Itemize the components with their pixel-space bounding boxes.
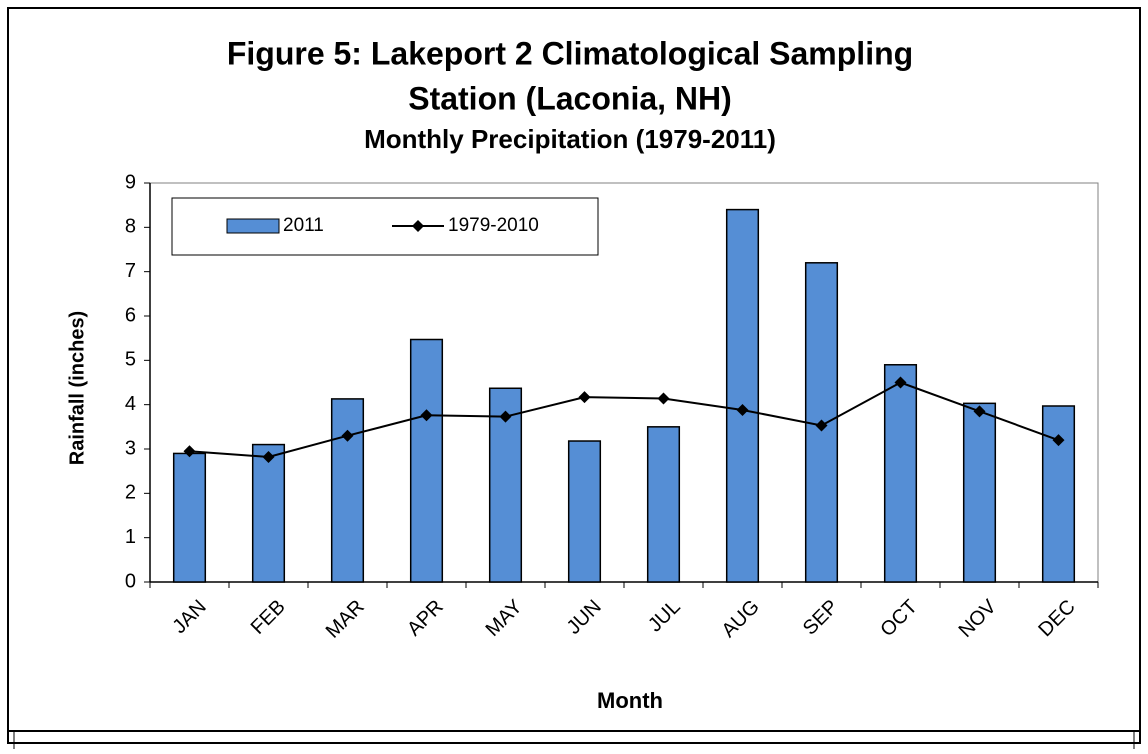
y-tick-label: 7	[125, 260, 136, 282]
bar	[251, 443, 286, 583]
point	[1052, 434, 1065, 447]
point	[815, 419, 828, 432]
bar	[883, 364, 918, 583]
chart-subtitle: Monthly Precipitation (1979-2011)	[364, 124, 776, 154]
point	[183, 445, 196, 458]
point	[894, 376, 907, 389]
chart-title: Station (Laconia, NH)	[408, 80, 732, 116]
legend-swatch	[412, 220, 424, 232]
y-tick-label: 9	[125, 171, 136, 193]
frame	[7, 7, 1141, 744]
legend-label: 2011	[283, 215, 324, 236]
point	[420, 409, 433, 422]
x-axis-label: Month	[597, 688, 663, 713]
point	[657, 392, 670, 405]
y-tick-label: 8	[125, 216, 136, 238]
bar	[646, 426, 681, 583]
y-tick-label: 5	[125, 349, 136, 371]
legend-label: 1979-2010	[448, 215, 539, 236]
bar	[725, 208, 760, 583]
point	[262, 450, 275, 463]
y-tick-label: 1	[125, 526, 136, 548]
bar	[962, 402, 997, 583]
point	[736, 403, 749, 416]
line	[189, 381, 1059, 458]
bar	[409, 338, 444, 583]
bar	[567, 440, 602, 583]
legend-swatch	[226, 218, 280, 234]
y-tick-label: 2	[125, 482, 136, 504]
point	[973, 405, 986, 418]
point	[578, 391, 591, 404]
y-axis-label: Rainfall (inches)	[66, 311, 88, 465]
y-tick-label: 6	[125, 304, 136, 326]
y-tick-label: 0	[125, 570, 136, 592]
legend-box	[171, 197, 599, 256]
y-tick-label: 4	[125, 393, 136, 415]
chart-title: Figure 5: Lakeport 2 Climatological Samp…	[227, 35, 913, 71]
bar	[172, 452, 207, 583]
point	[499, 410, 512, 423]
point	[341, 429, 354, 442]
bar	[330, 398, 365, 583]
bar	[1041, 405, 1076, 583]
y-tick-label: 3	[125, 437, 136, 459]
